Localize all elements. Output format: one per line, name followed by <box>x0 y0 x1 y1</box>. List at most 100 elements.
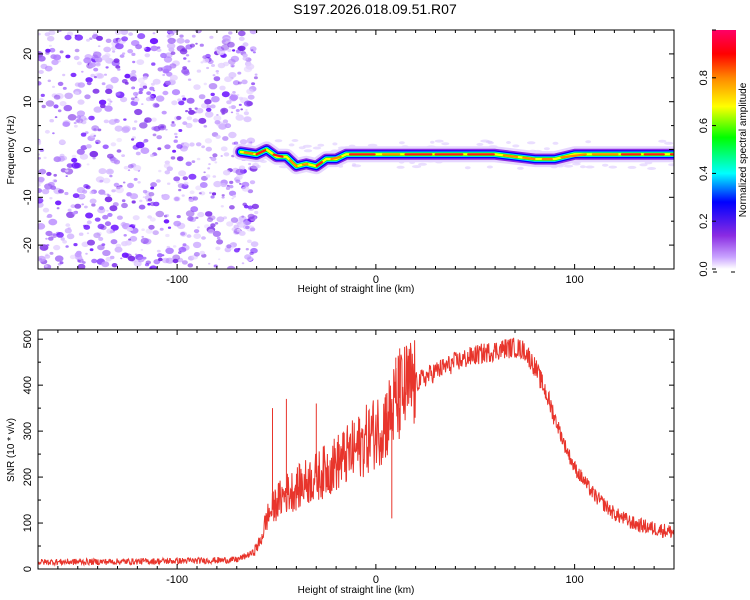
noise-speckle <box>102 144 109 150</box>
noise-speckle <box>235 112 240 115</box>
noise-speckle <box>115 92 121 96</box>
colorbar: 0.0 0.2 0.4 0.6 0.8 Normalized spectral ampl… <box>698 29 749 277</box>
noise-speckle <box>129 193 139 200</box>
noise-speckle <box>224 76 232 83</box>
noise-speckle <box>247 218 251 221</box>
noise-speckle <box>196 69 202 73</box>
noise-speckle <box>170 156 176 160</box>
ridge-halo-speckle <box>302 144 312 148</box>
noise-speckle <box>122 52 126 55</box>
noise-speckle <box>152 102 160 108</box>
noise-speckle <box>127 164 134 169</box>
noise-speckle <box>149 38 159 45</box>
noise-speckle <box>38 188 43 194</box>
noise-speckle <box>221 194 225 197</box>
noise-speckle <box>128 238 131 241</box>
ridge-halo-speckle <box>487 141 494 145</box>
noise-speckle <box>212 74 216 77</box>
noise-speckle <box>98 206 104 211</box>
noise-speckle <box>151 62 156 66</box>
noise-speckle <box>226 184 230 187</box>
noise-speckle <box>56 232 64 238</box>
y-tick-label: 200 <box>22 468 34 486</box>
ridge-halo-speckle <box>585 140 592 144</box>
noise-speckle <box>62 86 67 90</box>
noise-speckle <box>76 115 82 119</box>
noise-speckle <box>79 194 85 199</box>
ridge-halo-speckle <box>552 141 559 145</box>
noise-speckle <box>226 265 236 269</box>
noise-speckle <box>197 226 200 229</box>
noise-speckle <box>186 234 192 238</box>
noise-speckle <box>85 77 93 83</box>
ridge-core <box>243 149 674 168</box>
noise-speckle <box>172 258 179 264</box>
noise-speckle <box>206 217 214 222</box>
noise-speckle <box>177 183 185 189</box>
noise-speckle <box>226 244 232 249</box>
noise-speckle <box>182 66 188 70</box>
noise-speckle <box>246 256 253 262</box>
ridge-core-segment <box>560 153 587 159</box>
noise-speckle <box>119 54 125 58</box>
noise-speckle <box>91 258 98 264</box>
noise-speckle <box>100 225 107 231</box>
noise-speckle <box>182 176 188 181</box>
noise-speckle <box>45 100 55 107</box>
spectrogram-marks <box>38 30 674 269</box>
noise-speckle <box>157 67 163 72</box>
noise-speckle <box>167 37 176 44</box>
noise-speckle <box>207 229 215 234</box>
noise-speckle <box>132 224 136 227</box>
ridge-core-segment <box>301 163 309 166</box>
colorbar-tick-label: 0.0 <box>698 261 710 276</box>
noise-speckle <box>142 85 148 89</box>
ridge-core-segment <box>272 153 284 158</box>
noise-speckle <box>140 248 144 251</box>
noise-speckle <box>139 122 148 129</box>
colorbar-gradient <box>712 30 736 269</box>
noise-speckle <box>239 182 242 185</box>
noise-speckle <box>238 45 246 52</box>
noise-speckle <box>148 192 155 197</box>
noise-speckle <box>152 133 157 137</box>
noise-speckle <box>81 70 84 73</box>
noise-speckle <box>247 205 253 210</box>
noise-speckle <box>222 136 229 141</box>
noise-speckle <box>92 88 100 94</box>
ridge-halo-speckle <box>563 164 574 168</box>
noise-speckle <box>39 98 44 102</box>
noise-speckle <box>205 211 213 217</box>
noise-speckle <box>195 216 199 219</box>
noise-speckle <box>117 68 121 71</box>
noise-speckle <box>182 121 188 126</box>
noise-speckle <box>78 232 84 236</box>
noise-speckle <box>115 186 124 194</box>
noise-speckle <box>250 247 258 254</box>
noise-speckle <box>45 51 50 55</box>
noise-speckle <box>238 36 245 41</box>
colorbar-tick-label: 0.2 <box>698 214 710 229</box>
y-tick-label: 400 <box>22 376 34 394</box>
noise-speckle <box>147 215 153 219</box>
noise-speckle <box>249 227 256 232</box>
noise-speckle <box>169 74 178 81</box>
noise-speckle <box>122 125 131 132</box>
noise-speckle <box>210 92 215 97</box>
colorbar-tick-label: 0.8 <box>698 70 710 85</box>
noise-speckle <box>38 32 41 36</box>
noise-speckle <box>92 157 96 160</box>
noise-speckle <box>142 189 148 194</box>
noise-speckle <box>204 138 212 144</box>
noise-speckle <box>111 46 117 51</box>
x-tick-label: 100 <box>565 574 583 586</box>
noise-speckle <box>142 75 148 80</box>
noise-speckle <box>51 59 59 66</box>
noise-speckle <box>53 104 59 109</box>
noise-speckle <box>106 209 109 212</box>
y-tick-label: 100 <box>22 514 34 532</box>
noise-speckle <box>254 73 258 76</box>
noise-speckle <box>85 252 88 255</box>
